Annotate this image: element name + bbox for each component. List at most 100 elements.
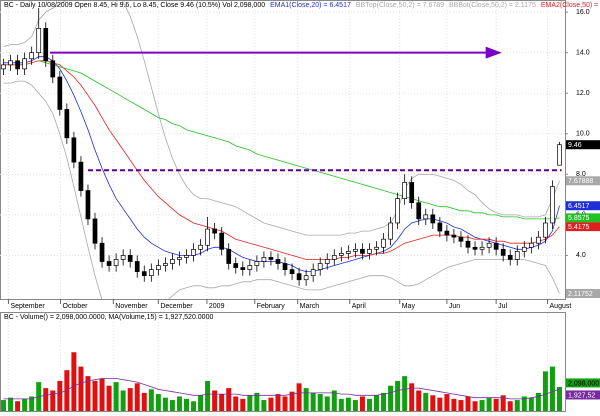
volume-bar bbox=[514, 400, 520, 411]
y-tick-label: 12.0 bbox=[576, 90, 590, 97]
volume-bar bbox=[500, 395, 506, 411]
candle-body bbox=[106, 261, 112, 266]
candle-body bbox=[268, 257, 274, 260]
candle-body bbox=[331, 255, 337, 260]
candle-body bbox=[134, 261, 140, 272]
candle-body bbox=[233, 263, 239, 268]
volume-bar bbox=[22, 398, 28, 411]
candle-body bbox=[127, 255, 133, 262]
volume-bar bbox=[437, 397, 443, 411]
axes: 16.014.012.010.08.06.04.0SeptemberOctobe… bbox=[7, 9, 600, 400]
candle-body bbox=[36, 28, 42, 54]
candle-body bbox=[367, 248, 372, 254]
candle-body bbox=[43, 28, 49, 62]
candle-body bbox=[451, 234, 457, 238]
value-tag: 2.11752 bbox=[568, 291, 593, 298]
value-tag: 5.8575 bbox=[568, 215, 590, 222]
candle-body bbox=[198, 244, 203, 250]
x-tick-label: August bbox=[550, 303, 572, 310]
candle-body bbox=[437, 222, 443, 232]
volume-bar bbox=[212, 390, 218, 411]
x-tick-label: Jul bbox=[498, 303, 507, 310]
volume-bar bbox=[409, 383, 415, 411]
candle-body bbox=[402, 182, 408, 199]
volume-bar bbox=[183, 398, 189, 411]
candle-body bbox=[163, 263, 168, 266]
candle-body bbox=[550, 186, 555, 224]
volume-bar bbox=[416, 390, 422, 411]
candle-body bbox=[113, 259, 119, 266]
volume-bar bbox=[317, 394, 323, 411]
x-tick-label: February bbox=[257, 303, 286, 310]
candle-body bbox=[226, 248, 232, 264]
candle-body bbox=[479, 246, 485, 250]
volume-bar bbox=[303, 388, 309, 411]
candle-body bbox=[423, 214, 429, 220]
value-tag-box bbox=[566, 390, 600, 400]
volume-bar bbox=[275, 394, 281, 411]
volume-bar bbox=[219, 394, 225, 411]
volume-bar bbox=[240, 398, 246, 411]
volume-bar bbox=[338, 398, 344, 411]
volume-bar bbox=[127, 388, 133, 411]
volume-bar bbox=[106, 385, 112, 411]
candle-body bbox=[240, 267, 246, 270]
candle-body bbox=[528, 242, 534, 248]
candle-body bbox=[324, 259, 330, 264]
volume-bar bbox=[155, 394, 161, 411]
overlay-line bbox=[3, 1, 560, 236]
candle-body bbox=[493, 242, 499, 250]
x-tick-label: 2009 bbox=[209, 303, 225, 310]
candle-body bbox=[296, 273, 302, 281]
volume-header: BC - Volume() = 2,098,000.0000, MA(Volum… bbox=[4, 313, 218, 322]
candle-body bbox=[254, 261, 260, 266]
candle-body bbox=[282, 263, 288, 270]
candle-body bbox=[374, 246, 379, 250]
volume-bar bbox=[388, 385, 394, 411]
candle-body bbox=[458, 236, 464, 242]
x-tick-label: March bbox=[300, 303, 320, 310]
volume-bar bbox=[198, 395, 204, 411]
volume-bar bbox=[141, 392, 147, 411]
legend-entry: BBTop(Close,50,2) = 7.6789 bbox=[355, 2, 445, 9]
candle-body bbox=[247, 265, 253, 270]
volume-bar bbox=[486, 397, 492, 411]
candle-body bbox=[444, 230, 450, 236]
volume-bar bbox=[324, 396, 330, 411]
candle-body bbox=[50, 60, 56, 78]
candle-body bbox=[85, 190, 91, 220]
candle-body bbox=[360, 248, 365, 254]
volume-bar bbox=[402, 376, 408, 411]
value-tag-box bbox=[566, 176, 600, 186]
candle-body bbox=[416, 202, 422, 220]
price-panel bbox=[0, 0, 566, 300]
volume-bar bbox=[247, 395, 253, 411]
candle-body bbox=[148, 269, 154, 277]
value-tag: 5.4175 bbox=[568, 224, 590, 231]
value-tag: 9.46 bbox=[568, 142, 582, 149]
candle-body bbox=[500, 248, 506, 256]
candle-body bbox=[388, 222, 393, 240]
candle-body bbox=[465, 240, 471, 248]
volume-bar bbox=[134, 383, 140, 411]
volume-bar bbox=[1, 400, 7, 411]
volume-bar bbox=[15, 401, 21, 411]
candle-body bbox=[177, 257, 182, 260]
x-tick-label: May bbox=[402, 303, 416, 310]
volume-bar bbox=[521, 396, 527, 411]
x-tick-label: November bbox=[115, 303, 148, 310]
volume-bar bbox=[458, 400, 464, 411]
candle-body bbox=[310, 269, 316, 277]
volume-bar bbox=[465, 396, 471, 411]
candle-body bbox=[120, 255, 126, 260]
candle-body bbox=[29, 52, 35, 60]
volume-bar bbox=[423, 392, 429, 411]
overlay-line bbox=[3, 56, 560, 272]
volume-bar bbox=[162, 397, 168, 411]
candle-body bbox=[191, 248, 196, 256]
volume-bar bbox=[507, 401, 513, 411]
volume-bar bbox=[261, 400, 267, 411]
price-plot bbox=[0, 1, 565, 299]
